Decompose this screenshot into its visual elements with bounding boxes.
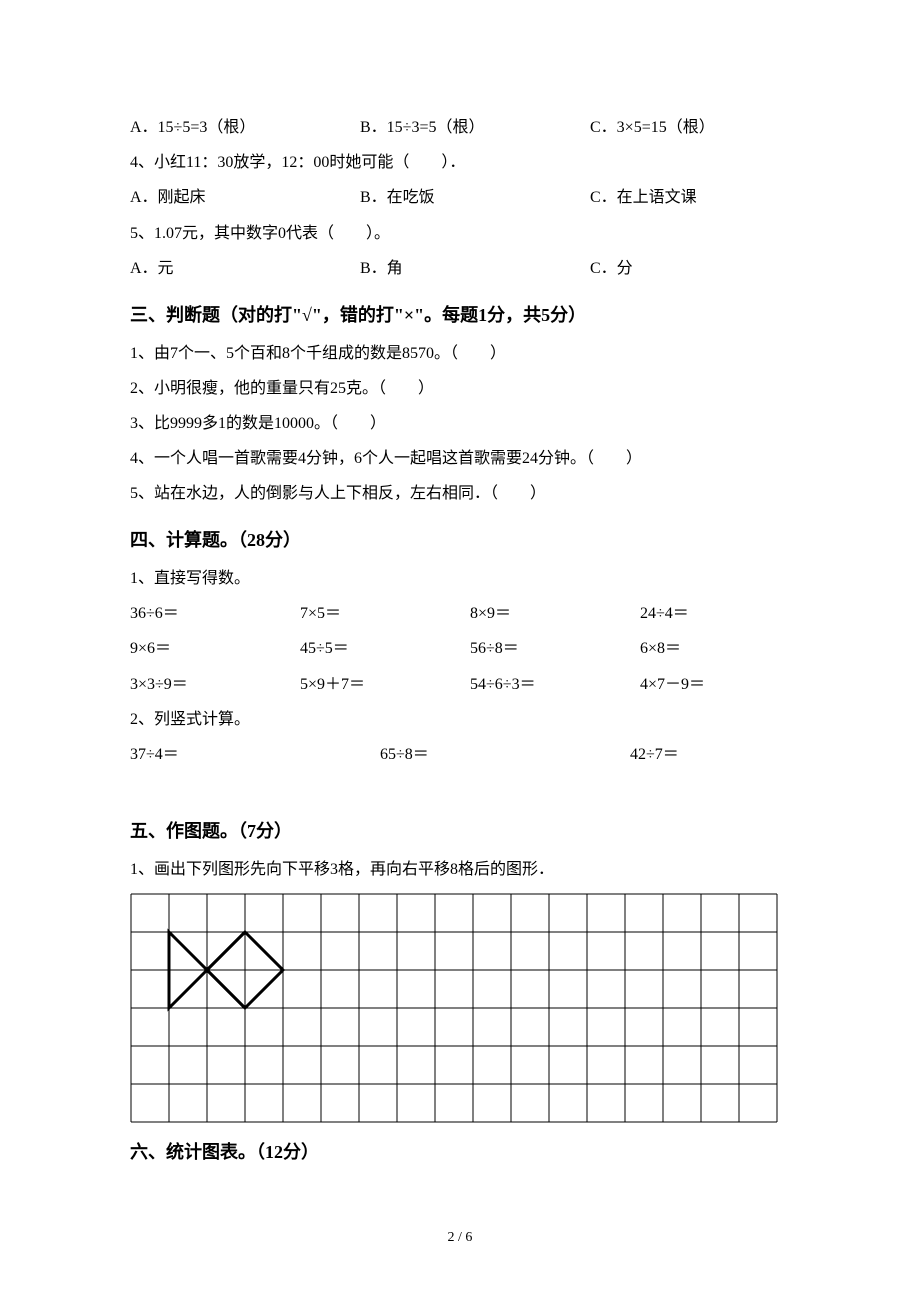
sec3-q1: 1、由7个一、5个百和8个千组成的数是8570。（ ） bbox=[130, 336, 790, 371]
q3-option-c: C．3×5=15（根） bbox=[590, 110, 790, 145]
calc-r2c3: 56÷8＝ bbox=[470, 631, 640, 666]
q4-option-c: C．在上语文课 bbox=[590, 180, 790, 215]
grid-svg bbox=[130, 893, 778, 1123]
calc2-c2: 65÷8＝ bbox=[380, 737, 630, 772]
sec5-sub1: 1、画出下列图形先向下平移3格，再向右平移8格后的图形． bbox=[130, 852, 790, 887]
q5-stem: 5、1.07元，其中数字0代表（ ）。 bbox=[130, 216, 790, 251]
q5-option-b: B．角 bbox=[360, 251, 590, 286]
grid-figure bbox=[130, 893, 790, 1123]
calc2-c3: 42÷7＝ bbox=[630, 737, 790, 772]
calc-row1: 36÷6＝ 7×5＝ 8×9＝ 24÷4＝ bbox=[130, 596, 790, 631]
calc-r1c2: 7×5＝ bbox=[300, 596, 470, 631]
section6-title: 六、统计图表。（12分） bbox=[130, 1133, 790, 1173]
sec3-q5: 5、站在水边，人的倒影与人上下相反，左右相同．（ ） bbox=[130, 476, 790, 511]
q3-option-b: B．15÷3=5（根） bbox=[360, 110, 590, 145]
q4-option-b: B．在吃饭 bbox=[360, 180, 590, 215]
sec3-q4: 4、一个人唱一首歌需要4分钟，6个人一起唱这首歌需要24分钟。（ ） bbox=[130, 441, 790, 476]
page-number: 2 / 6 bbox=[130, 1223, 790, 1254]
sec3-q2: 2、小明很瘦，他的重量只有25克。（ ） bbox=[130, 371, 790, 406]
q5-option-c: C．分 bbox=[590, 251, 790, 286]
section4-title: 四、计算题。（28分） bbox=[130, 521, 790, 561]
spacer bbox=[130, 772, 790, 802]
q5-option-a: A．元 bbox=[130, 251, 360, 286]
calc-r3c1: 3×3÷9＝ bbox=[130, 667, 300, 702]
sec4-sub1: 1、直接写得数。 bbox=[130, 561, 790, 596]
calc-r1c4: 24÷4＝ bbox=[640, 596, 790, 631]
q3-option-a: A．15÷5=3（根） bbox=[130, 110, 360, 145]
q4-option-a: A．刚起床 bbox=[130, 180, 360, 215]
q5-options: A．元 B．角 C．分 bbox=[130, 251, 790, 286]
calc-r3c2: 5×9＋7＝ bbox=[300, 667, 470, 702]
calc-row2: 9×6＝ 45÷5＝ 56÷8＝ 6×8＝ bbox=[130, 631, 790, 666]
calc-r1c1: 36÷6＝ bbox=[130, 596, 300, 631]
section3-title: 三、判断题（对的打"√"，错的打"×"。每题1分，共5分） bbox=[130, 296, 790, 336]
calc-r2c4: 6×8＝ bbox=[640, 631, 790, 666]
calc-r3c4: 4×7－9＝ bbox=[640, 667, 790, 702]
calc-r2c1: 9×6＝ bbox=[130, 631, 300, 666]
sec4-sub2: 2、列竖式计算。 bbox=[130, 702, 790, 737]
section5-title: 五、作图题。（7分） bbox=[130, 812, 790, 852]
calc2-row: 37÷4＝ 65÷8＝ 42÷7＝ bbox=[130, 737, 790, 772]
q4-stem: 4、小红11：30放学，12：00时她可能（ ）． bbox=[130, 145, 790, 180]
sec3-q3: 3、比9999多1的数是10000。（ ） bbox=[130, 406, 790, 441]
calc-row3: 3×3÷9＝ 5×9＋7＝ 54÷6÷3＝ 4×7－9＝ bbox=[130, 667, 790, 702]
calc-r3c3: 54÷6÷3＝ bbox=[470, 667, 640, 702]
calc2-c1: 37÷4＝ bbox=[130, 737, 380, 772]
q4-options: A．刚起床 B．在吃饭 C．在上语文课 bbox=[130, 180, 790, 215]
calc-r2c2: 45÷5＝ bbox=[300, 631, 470, 666]
q3-options: A．15÷5=3（根） B．15÷3=5（根） C．3×5=15（根） bbox=[130, 110, 790, 145]
calc-r1c3: 8×9＝ bbox=[470, 596, 640, 631]
